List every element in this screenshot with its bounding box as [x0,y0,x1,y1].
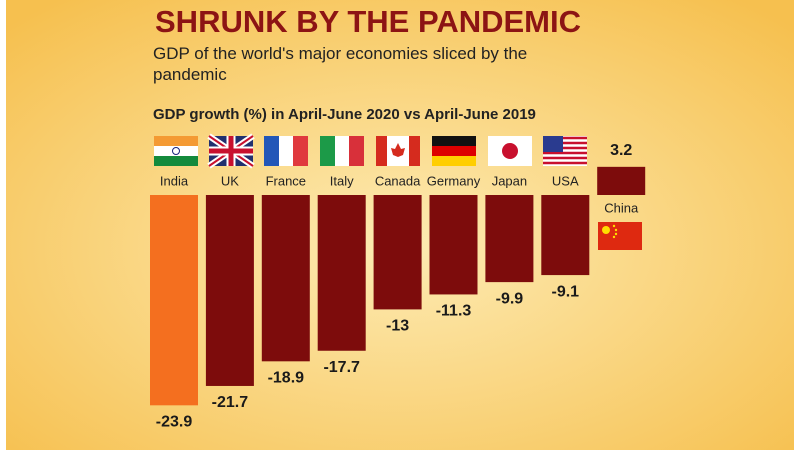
value-label: -23.9 [156,414,193,431]
axis-label: GDP growth (%) in April-June 2020 vs Apr… [153,106,536,123]
value-label: -13 [386,318,409,335]
chart-subtitle: GDP of the world's major economies slice… [153,44,528,84]
value-label: -9.1 [552,283,580,300]
bar [429,195,478,295]
subtitle-box: GDP of the world's major economies slice… [153,44,528,84]
flag-usa [543,136,587,166]
category-label: Japan [492,173,527,188]
flag-germany [432,136,476,166]
bar [205,195,254,386]
value-label: -18.9 [268,370,305,387]
value-label: 3.2 [610,142,632,159]
value-label: -17.7 [323,359,360,376]
category-label: France [266,173,306,188]
flag-france [264,136,308,166]
bar [541,195,590,276]
category-label: China [604,200,639,215]
value-label: -11.3 [436,303,472,320]
value-label: -9.9 [496,290,524,307]
category-label: Canada [375,173,421,188]
flag-canada [376,136,420,166]
category-label: Germany [427,173,481,188]
bar [597,166,646,195]
value-label: -21.7 [212,394,249,411]
flag-china [598,222,642,250]
chart-title: SHRUNK BY THE PANDEMIC [155,4,581,39]
category-label: UK [221,173,239,188]
flag-italy [320,136,364,166]
category-label: India [160,173,189,188]
bar [373,195,422,310]
flag-japan [488,136,532,166]
bar [485,195,534,283]
bar [150,195,198,406]
category-label: USA [552,173,579,188]
bar [261,195,310,362]
flag-india [154,136,198,166]
category-label: Italy [330,173,354,188]
flag-uk [207,133,255,169]
bar [317,195,366,351]
